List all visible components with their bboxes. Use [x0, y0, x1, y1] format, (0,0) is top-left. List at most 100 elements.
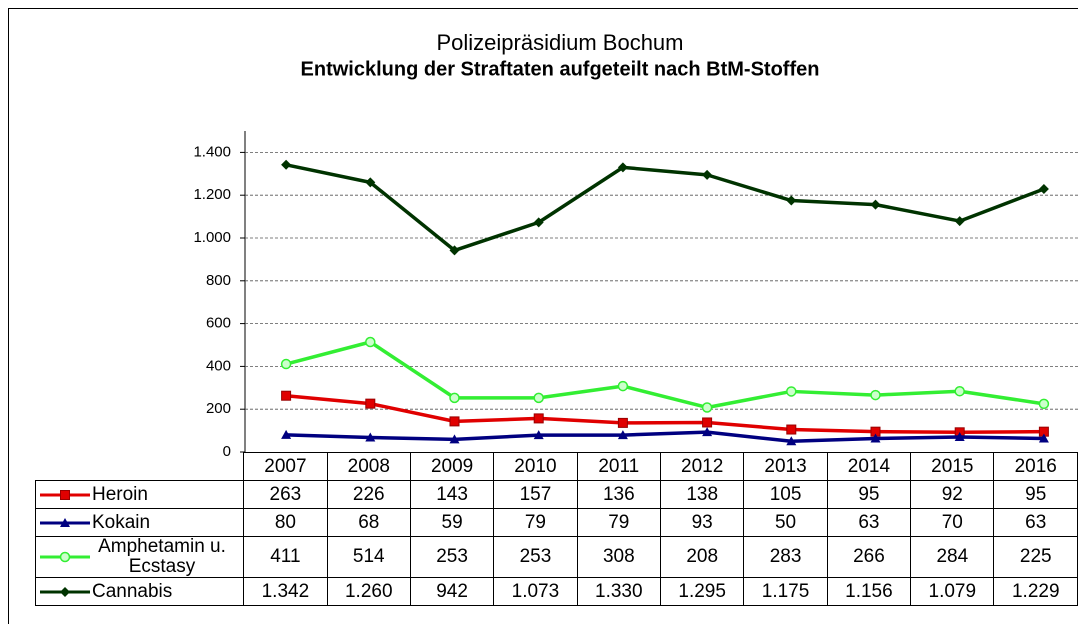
table-value: 225	[993, 536, 1078, 578]
marker	[870, 433, 881, 443]
table-value: 59	[409, 508, 495, 537]
table-value: 208	[659, 536, 745, 578]
series-line	[285, 163, 1045, 253]
marker	[365, 177, 376, 188]
y-tick-label: 1.000	[193, 229, 231, 246]
table-value: 253	[493, 536, 578, 578]
table-value: 105	[743, 480, 828, 509]
legend-entry: Amphetamin u. Ecstasy	[36, 537, 243, 577]
table-value: 93	[659, 508, 745, 537]
marker	[533, 217, 544, 228]
table-value: 63	[993, 508, 1078, 537]
table-value: 50	[743, 508, 828, 537]
table-value: 138	[659, 480, 745, 509]
table-value: 283	[743, 536, 828, 578]
table-value: 308	[576, 536, 661, 578]
table-value: 95	[826, 480, 912, 509]
legend-swatch	[40, 586, 90, 597]
table-row: Cannabis 1.342 1.260 942 1.073 1.330 1.295 1.17…	[34, 577, 1078, 606]
table-value: 80	[243, 508, 328, 537]
marker	[1038, 398, 1050, 410]
legend-label: Amphetamin u. Ecstasy	[98, 536, 226, 577]
chart-subtitle: Entwicklung der Straftaten aufgeteilt na…	[301, 58, 820, 80]
marker	[1038, 183, 1049, 194]
marker	[280, 358, 292, 370]
marker	[365, 432, 376, 442]
marker	[870, 199, 881, 210]
legend-label: Cannabis	[92, 580, 173, 602]
legend-entry: Kokain	[36, 512, 243, 533]
data-table: 2007 2008 2009 2010 2011 2012 2013 2014 2015 2016…	[34, 452, 1078, 606]
marker	[449, 245, 460, 256]
marker	[786, 195, 797, 206]
marker	[60, 517, 70, 527]
table-value: 63	[826, 508, 912, 537]
legend-swatch	[40, 551, 90, 563]
x-tick-label: 2015	[910, 452, 995, 481]
marker	[60, 586, 70, 597]
table-row: Amphetamin u. Ecstasy 411 514 253 253 308 208 2…	[34, 536, 1078, 578]
table-value: 1.175	[743, 577, 828, 606]
marker	[449, 392, 460, 404]
table-value: 266	[826, 536, 912, 578]
legend-swatch	[40, 517, 90, 527]
table-value: 1.330	[576, 577, 661, 606]
marker	[533, 430, 544, 440]
y-tick-label: 1.200	[193, 186, 231, 203]
chart-title: Polizeipräsidium Bochum	[437, 30, 684, 55]
marker	[617, 417, 628, 428]
table-value: 1.229	[993, 577, 1078, 606]
table-value: 253	[409, 536, 495, 578]
legend-swatch	[40, 489, 90, 500]
marker	[59, 551, 71, 563]
series-line	[285, 340, 1045, 410]
marker	[365, 336, 376, 348]
table-value: 157	[493, 480, 578, 509]
marker	[281, 390, 292, 401]
marker	[954, 385, 965, 397]
x-tick-label: 2016	[993, 452, 1078, 481]
series-line	[285, 393, 1044, 435]
marker	[954, 432, 965, 442]
y-tick-label: 400	[206, 357, 231, 374]
marker	[954, 216, 965, 227]
legend-cell: Kokain	[34, 508, 245, 537]
table-row: Heroin 263 226 143 157 136 138 105 95 92 95	[34, 480, 1078, 509]
legend-label: Heroin	[92, 483, 148, 505]
marker	[786, 386, 797, 397]
table-value: 79	[576, 508, 661, 537]
marker	[702, 169, 713, 180]
marker	[281, 429, 292, 439]
y-tick-label: 0	[223, 443, 231, 460]
table-value: 79	[493, 508, 578, 537]
marker	[449, 434, 460, 444]
marker	[701, 402, 713, 413]
table-header-row: 2007 2008 2009 2010 2011 2012 2013 2014 2015 2016	[36, 452, 1078, 481]
y-tick-label: 600	[206, 315, 231, 332]
table-value: 1.156	[826, 577, 912, 606]
marker	[617, 162, 628, 173]
table-value: 92	[910, 480, 995, 509]
table-value: 1.260	[326, 577, 411, 606]
table-value: 68	[326, 508, 411, 537]
table-value: 514	[326, 536, 411, 578]
table-value: 263	[243, 480, 328, 509]
table-value: 70	[910, 508, 995, 537]
y-tick-label: 800	[206, 272, 231, 289]
legend-entry: Cannabis	[36, 580, 243, 602]
chart-frame	[8, 8, 1078, 624]
x-tick-label: 2007	[243, 452, 328, 481]
x-tick-label: 2014	[826, 452, 912, 481]
marker	[617, 430, 628, 440]
marker	[533, 413, 544, 424]
x-tick-label: 2010	[493, 452, 578, 481]
table-value: 1.342	[243, 577, 328, 606]
marker	[533, 392, 544, 404]
legend-cell: Amphetamin u. Ecstasy	[34, 536, 245, 578]
table-value: 942	[409, 577, 495, 606]
marker	[702, 417, 713, 428]
y-tick-label: 200	[206, 400, 231, 417]
marker	[1038, 433, 1049, 443]
table-row: Kokain 80 68 59 79 79 93 50 63 70 63	[34, 508, 1078, 537]
